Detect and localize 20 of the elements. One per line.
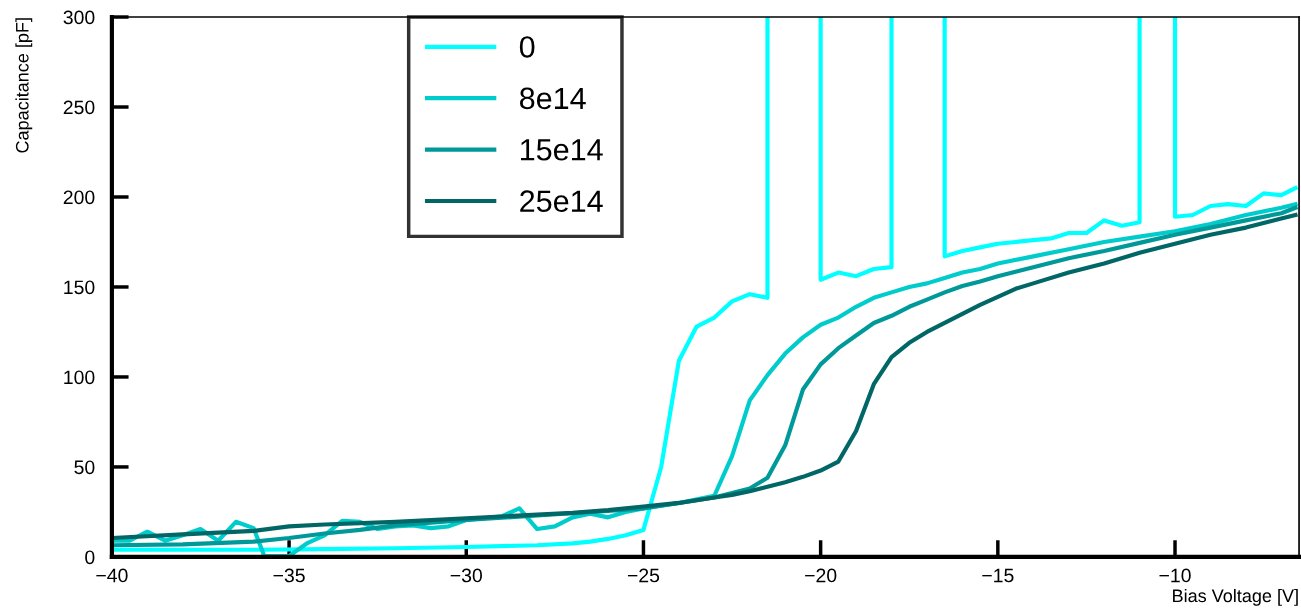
x-axis-title: Bias Voltage [V]: [1173, 588, 1298, 606]
y-tick-label: 50: [74, 460, 95, 475]
legend-label: 15e14: [521, 139, 603, 161]
y-tick-label: 150: [64, 280, 95, 295]
legend-label: 8e14: [520, 87, 586, 110]
x-tick-label: −40: [96, 568, 128, 583]
x-tick-label: −10: [1159, 568, 1191, 583]
x-tick-label: −35: [273, 568, 305, 583]
x-tick-label: −20: [805, 568, 837, 583]
legend-label: 0: [519, 36, 535, 58]
x-tick-label: −30: [450, 568, 482, 583]
y-axis-title: Capacitance [pF]: [15, 18, 33, 153]
y-tick-label: 250: [63, 100, 95, 115]
legend-label: 25e14: [520, 190, 603, 212]
y-tick-label: 100: [64, 370, 95, 385]
y-tick-label: 200: [63, 190, 95, 205]
x-tick-label: −15: [982, 568, 1014, 583]
y-tick-label: 300: [63, 10, 95, 25]
x-tick-label: −25: [627, 568, 660, 583]
y-tick-label: 0: [85, 550, 95, 565]
